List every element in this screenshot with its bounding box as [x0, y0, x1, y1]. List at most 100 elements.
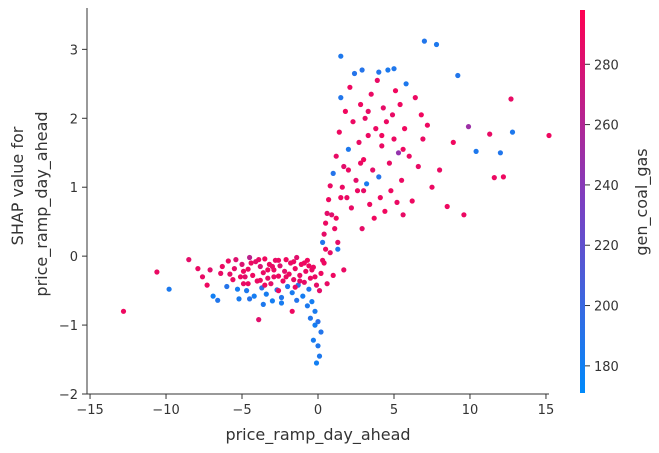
scatter-point [358, 101, 364, 108]
scatter-point [546, 132, 552, 139]
scatter-point [379, 132, 385, 139]
scatter-point [297, 278, 303, 284]
data-points [120, 38, 552, 366]
scatter-point [227, 271, 233, 277]
y-tick-label: 0 [70, 250, 78, 265]
scatter-point [224, 283, 230, 290]
scatter-point [444, 203, 450, 210]
scatter-point [204, 282, 210, 288]
scatter-point [306, 286, 312, 292]
scatter-point [402, 126, 408, 132]
scatter-point [399, 177, 405, 183]
scatter-point [277, 263, 283, 269]
scatter-point [218, 270, 224, 276]
scatter-point [338, 53, 344, 59]
scatter-point [215, 297, 221, 303]
scatter-point [247, 254, 253, 261]
scatter-point [345, 167, 351, 173]
scatter-point [310, 337, 316, 343]
scatter-point [421, 38, 427, 44]
scatter-point [250, 272, 256, 278]
scatter-point [371, 215, 377, 221]
scatter-point [247, 296, 253, 302]
y-axis-ticks: −2 −1 0 1 2 3 [59, 43, 87, 403]
scatter-point [395, 150, 402, 156]
scatter-point [166, 286, 172, 292]
scatter-point [327, 183, 333, 189]
scatter-point [260, 301, 266, 307]
scatter-point [262, 256, 268, 262]
scatter-point [374, 77, 380, 83]
scatter-point [285, 283, 291, 290]
scatter-point [283, 274, 289, 280]
x-axis-label: price_ramp_day_ahead [225, 425, 410, 445]
x-tick-label: −15 [76, 403, 103, 418]
scatter-point [429, 184, 435, 190]
scatter-point [307, 275, 313, 281]
scatter-point [326, 197, 332, 203]
scatter-point [257, 277, 263, 283]
scatter-point [365, 108, 371, 114]
colorbar [580, 10, 585, 393]
scatter-point [289, 290, 295, 296]
x-tick-label: −10 [152, 403, 179, 418]
scatter-point [242, 274, 248, 280]
scatter-point [389, 112, 396, 118]
scatter-point [315, 343, 321, 349]
scatter-point [292, 266, 298, 272]
scatter-point [321, 231, 327, 237]
scatter-point [420, 136, 426, 142]
scatter-point [365, 132, 371, 139]
scatter-point [245, 266, 251, 272]
scatter-point [309, 267, 315, 273]
scatter-point [269, 263, 275, 270]
scatter-point [487, 131, 493, 137]
scatter-point [356, 139, 362, 145]
scatter-point [282, 268, 288, 274]
scatter-point [391, 136, 397, 142]
scatter-point [237, 274, 244, 280]
scatter-point [283, 257, 289, 263]
scatter-point [376, 69, 382, 75]
scatter-point [318, 329, 324, 335]
scatter-point [316, 353, 323, 359]
scatter-point [397, 101, 403, 108]
scatter-point [248, 260, 254, 266]
scatter-point [301, 260, 307, 266]
scatter-point [219, 263, 225, 270]
scatter-point [234, 286, 241, 292]
scatter-point [225, 258, 231, 264]
scatter-point [351, 70, 358, 77]
colorbar-tick-label: 180 [594, 360, 619, 375]
scatter-point [335, 239, 341, 245]
scatter-point [500, 174, 506, 180]
scatter-point [392, 88, 399, 94]
x-axis-ticks: −15 −10 −5 0 5 10 15 [76, 394, 554, 418]
scatter-point [275, 257, 282, 263]
scatter-point [233, 257, 239, 263]
scatter-point [210, 293, 216, 299]
scatter-point [377, 195, 383, 201]
y-tick-label: −2 [59, 388, 78, 403]
scatter-point [370, 167, 376, 173]
scatter-point [409, 198, 415, 204]
scatter-point [354, 188, 361, 194]
x-tick-label: 5 [390, 403, 398, 418]
scatter-point [344, 195, 350, 201]
scatter-point [382, 208, 388, 214]
colorbar-tick-label: 260 [594, 119, 619, 134]
scatter-point [338, 95, 344, 101]
scatter-point [473, 148, 479, 154]
scatter-point [362, 115, 368, 121]
scatter-point [260, 270, 266, 276]
scatter-point [257, 263, 263, 270]
y-tick-label: 2 [70, 112, 78, 127]
colorbar-label: gen_coal_gas [632, 148, 652, 255]
scatter-point [509, 129, 516, 135]
scatter-point [240, 281, 247, 287]
scatter-point [379, 143, 385, 149]
scatter-point [236, 296, 242, 302]
scatter-point [186, 257, 192, 263]
scatter-point [412, 95, 418, 101]
